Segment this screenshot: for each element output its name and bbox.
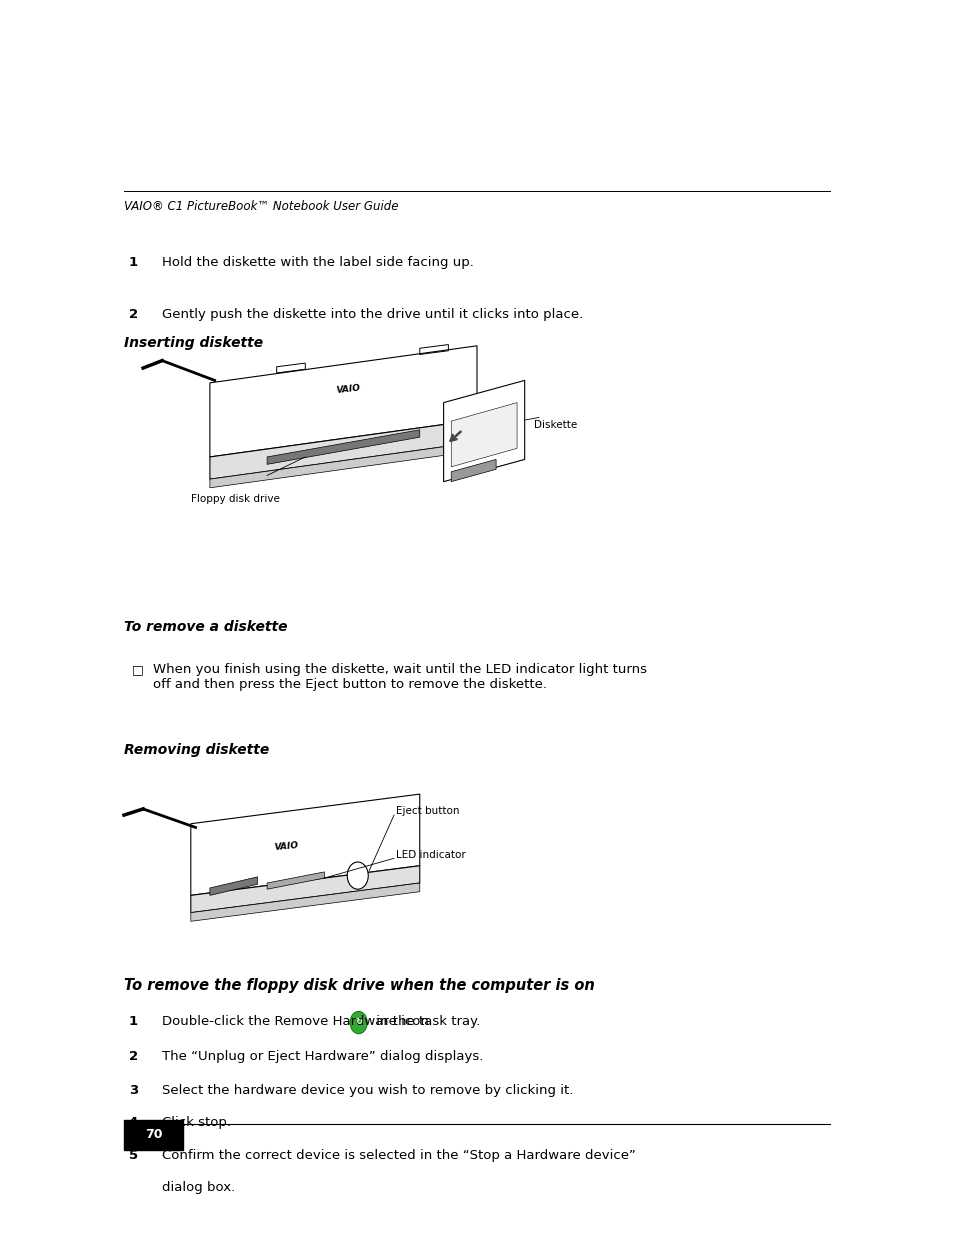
Text: To remove a diskette: To remove a diskette — [124, 620, 287, 634]
Polygon shape — [443, 380, 524, 482]
Text: ↻: ↻ — [355, 1016, 362, 1026]
Text: Select the hardware device you wish to remove by clicking it.: Select the hardware device you wish to r… — [162, 1084, 573, 1098]
Text: When you finish using the diskette, wait until the LED indicator light turns
off: When you finish using the diskette, wait… — [152, 663, 646, 692]
Polygon shape — [191, 883, 419, 921]
Text: 3: 3 — [129, 1084, 138, 1098]
Text: VAIO: VAIO — [335, 383, 360, 395]
Text: Hold the diskette with the label side facing up.: Hold the diskette with the label side fa… — [162, 256, 474, 269]
Text: dialog box.: dialog box. — [162, 1181, 235, 1194]
Text: 1: 1 — [129, 256, 138, 269]
FancyBboxPatch shape — [124, 1120, 183, 1150]
Polygon shape — [267, 872, 324, 889]
Text: Double-click the Remove Hardware icon: Double-click the Remove Hardware icon — [162, 1015, 429, 1029]
Text: Inserting diskette: Inserting diskette — [124, 336, 263, 350]
Text: Confirm the correct device is selected in the “Stop a Hardware device”: Confirm the correct device is selected i… — [162, 1149, 636, 1162]
Polygon shape — [210, 877, 257, 895]
Polygon shape — [210, 346, 476, 457]
Text: Diskette: Diskette — [534, 420, 577, 430]
Text: Floppy disk drive: Floppy disk drive — [191, 494, 279, 504]
Text: in the task tray.: in the task tray. — [372, 1015, 479, 1029]
Circle shape — [350, 1011, 367, 1034]
Text: Gently push the diskette into the drive until it clicks into place.: Gently push the diskette into the drive … — [162, 308, 583, 321]
Text: LED indicator: LED indicator — [395, 850, 465, 860]
Text: Click stop.: Click stop. — [162, 1116, 231, 1130]
Text: VAIO: VAIO — [274, 841, 298, 851]
Text: VAIO® C1 PictureBook™ Notebook User Guide: VAIO® C1 PictureBook™ Notebook User Guid… — [124, 200, 398, 214]
Text: 4: 4 — [129, 1116, 138, 1130]
Polygon shape — [451, 459, 496, 482]
Text: Eject button: Eject button — [395, 806, 459, 816]
Polygon shape — [451, 403, 517, 467]
Text: 5: 5 — [129, 1149, 138, 1162]
Polygon shape — [210, 420, 476, 479]
Polygon shape — [191, 866, 419, 913]
Text: Removing diskette: Removing diskette — [124, 743, 269, 757]
Text: To remove the floppy disk drive when the computer is on: To remove the floppy disk drive when the… — [124, 978, 594, 993]
Text: 2: 2 — [129, 1050, 138, 1063]
Text: □: □ — [132, 663, 143, 677]
Text: The “Unplug or Eject Hardware” dialog displays.: The “Unplug or Eject Hardware” dialog di… — [162, 1050, 483, 1063]
Text: 2: 2 — [129, 308, 138, 321]
Polygon shape — [210, 442, 476, 488]
Polygon shape — [191, 794, 419, 895]
Text: 70: 70 — [145, 1129, 162, 1141]
Polygon shape — [267, 430, 419, 464]
Circle shape — [347, 862, 368, 889]
Text: 1: 1 — [129, 1015, 138, 1029]
